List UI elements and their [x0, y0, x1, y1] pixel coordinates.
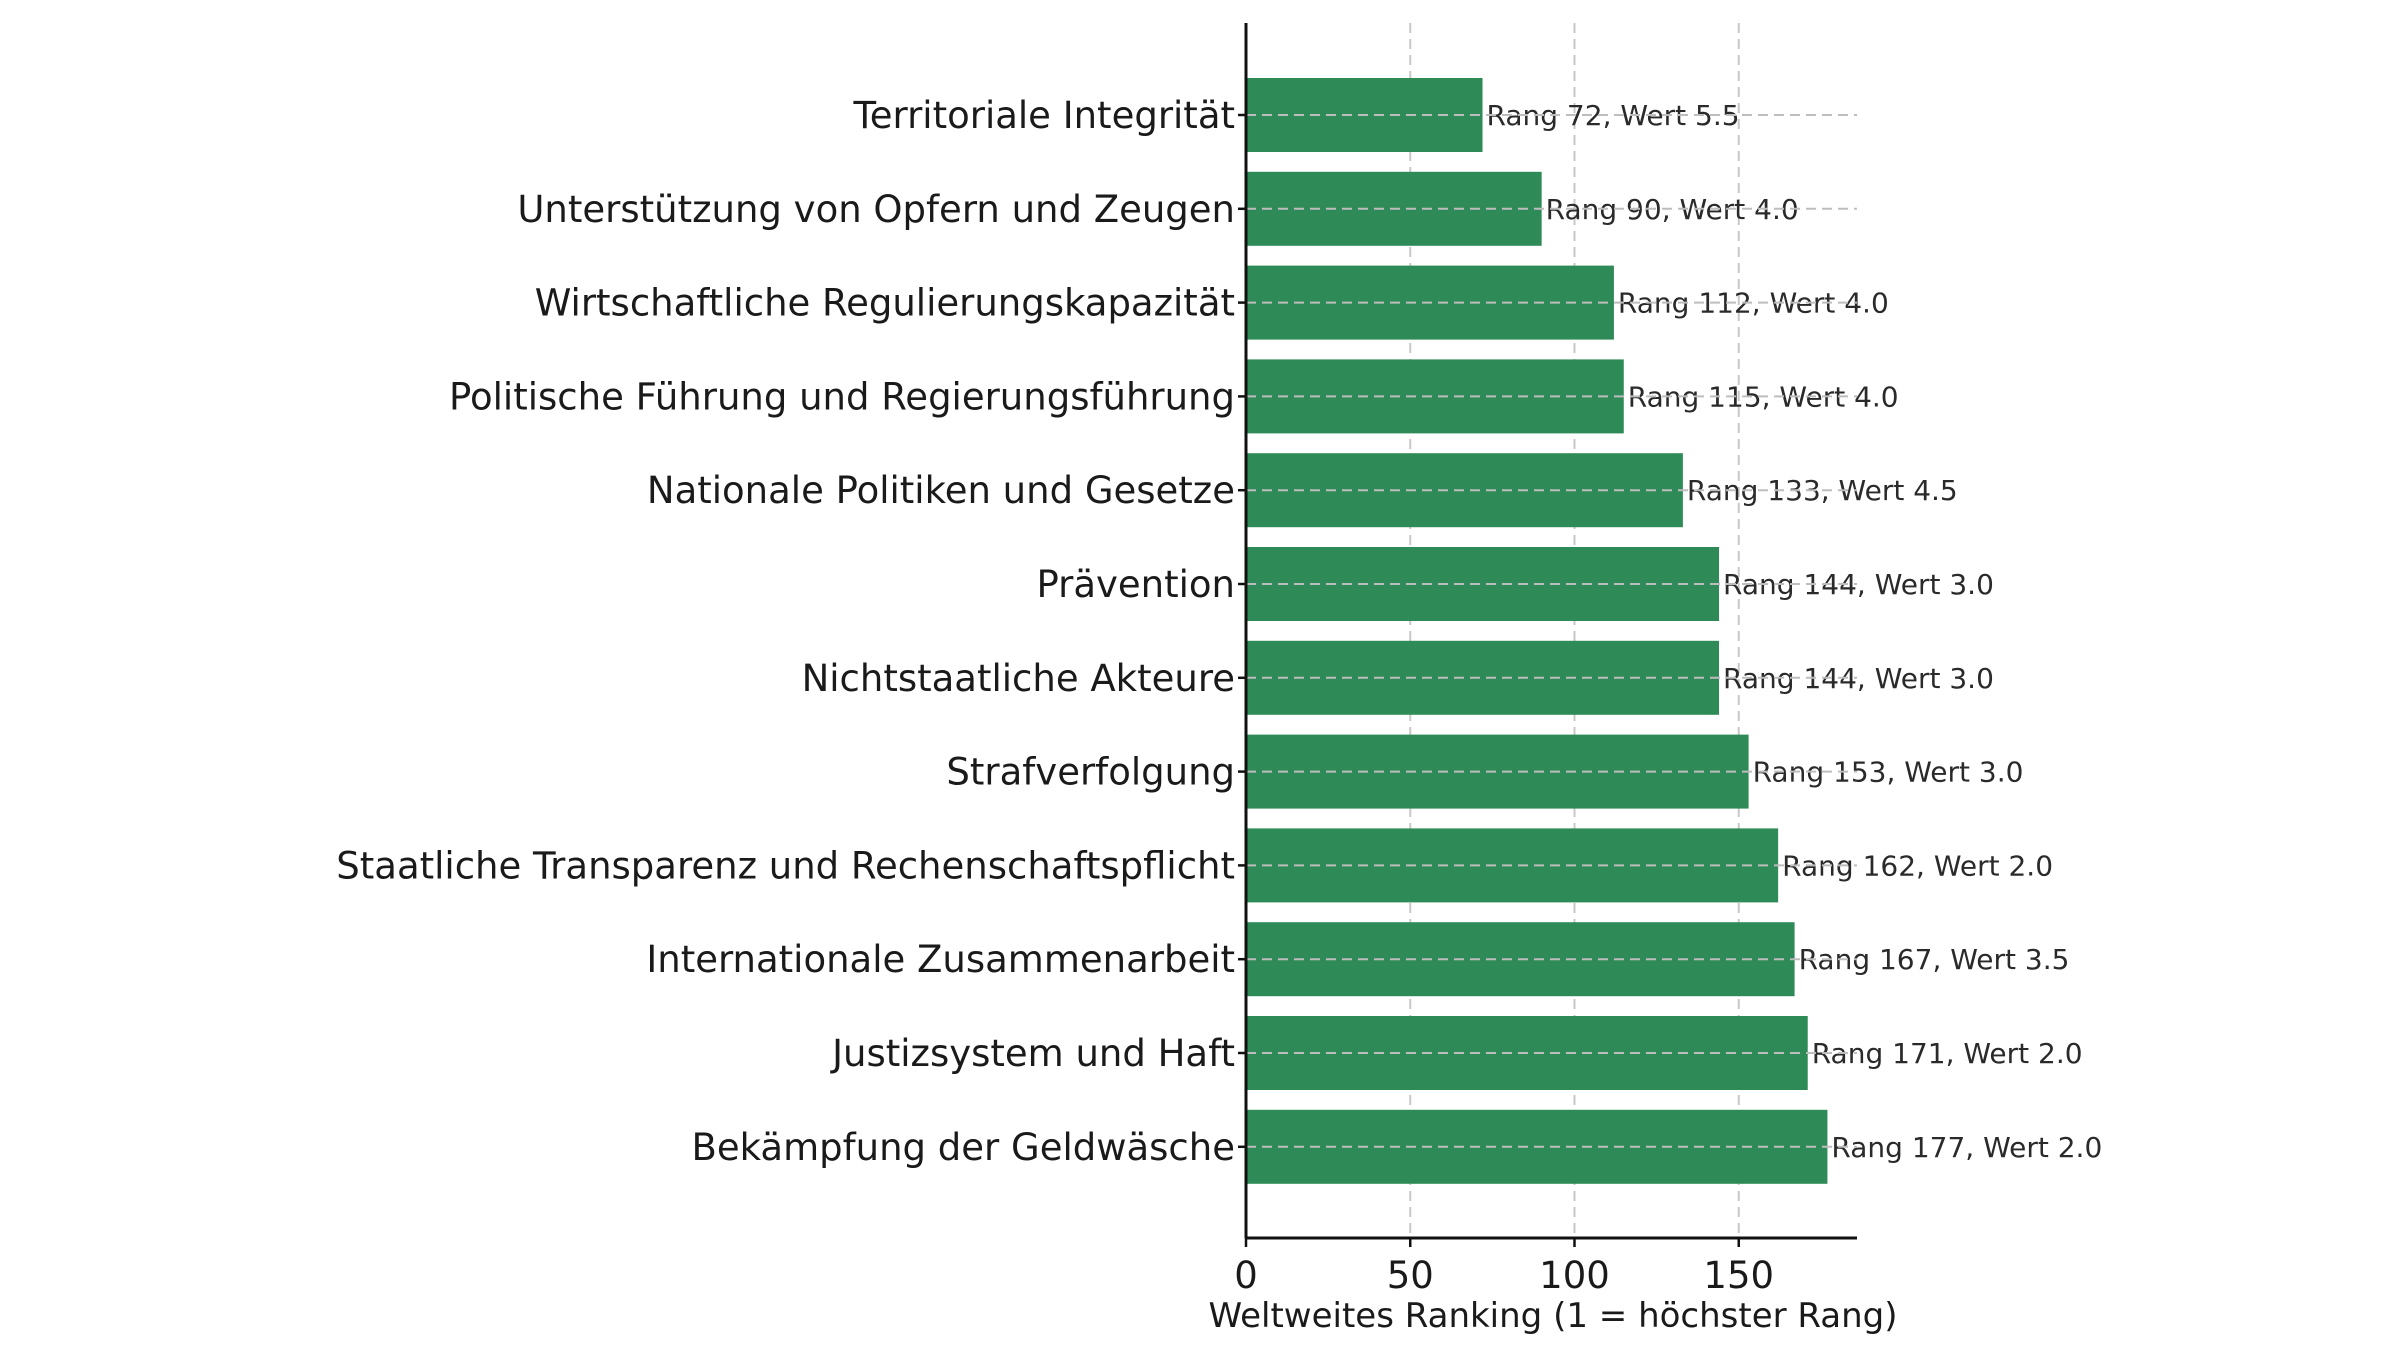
- bar-data-label: Rang 144, Wert 3.0: [1723, 662, 1994, 695]
- y-tick-label: Politische Führung und Regierungsführung: [449, 375, 1235, 418]
- y-tick-label: Staatliche Transparenz und Rechenschafts…: [336, 844, 1235, 887]
- x-tick-label: 50: [1387, 1254, 1434, 1297]
- y-tick-label: Nichtstaatliche Akteure: [802, 657, 1235, 700]
- bar: [1246, 547, 1720, 621]
- y-tick-label: Justizsystem und Haft: [830, 1032, 1235, 1075]
- bar-data-label: Rang 177, Wert 2.0: [1831, 1131, 2102, 1164]
- y-tick-label: Bekämpfung der Geldwäsche: [692, 1126, 1236, 1169]
- x-tick-label: 0: [1234, 1254, 1258, 1297]
- x-axis-label: Weltweites Ranking (1 = höchster Rang): [1208, 1296, 1897, 1336]
- y-tick-label: Strafverfolgung: [946, 751, 1235, 794]
- bar-data-label: Rang 144, Wert 3.0: [1723, 568, 1994, 601]
- bar: [1246, 359, 1624, 434]
- y-tick-label: Nationale Politiken und Gesetze: [647, 469, 1235, 512]
- bar-data-label: Rang 112, Wert 4.0: [1618, 287, 1889, 320]
- x-tick-label: 100: [1539, 1254, 1610, 1297]
- y-tick-label: Internationale Zusammenarbeit: [646, 938, 1235, 981]
- axes: Territoriale Integrität Unterstützung von…: [336, 23, 1857, 1297]
- bar: [1246, 640, 1720, 715]
- y-tick-label: Unterstützung von Opfern und Zeugen: [517, 188, 1235, 231]
- y-tick-label: Prävention: [1036, 563, 1235, 606]
- y-tick-label: Wirtschaftliche Regulierungskapazität: [535, 282, 1235, 325]
- bar: [1246, 734, 1749, 809]
- bar-data-label: Rang 171, Wert 2.0: [1812, 1037, 2083, 1070]
- y-tick-label: Territoriale Integrität: [852, 94, 1235, 137]
- x-tick-label: 150: [1703, 1254, 1774, 1297]
